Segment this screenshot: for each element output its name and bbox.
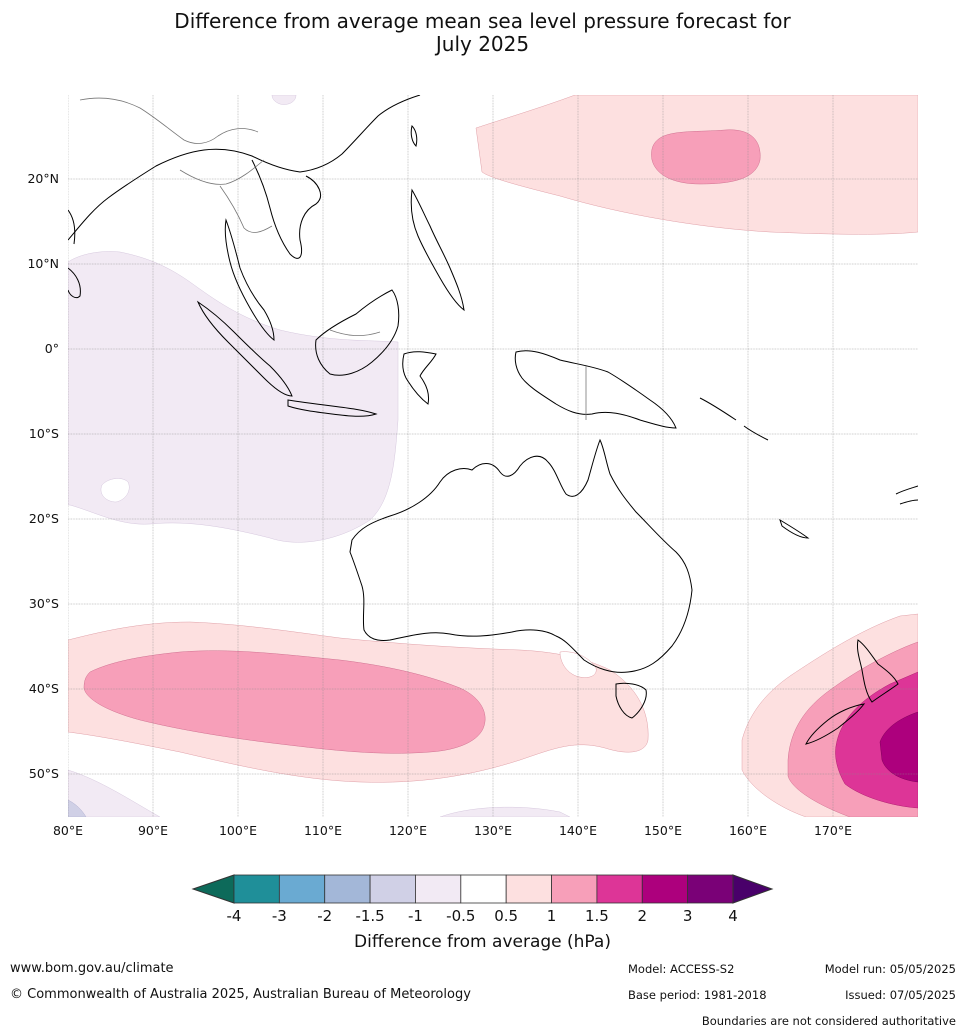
lon-label-130e: 130°E xyxy=(474,823,512,838)
lon-label-110e: 110°E xyxy=(304,823,342,838)
lat-label-0: 0° xyxy=(45,341,59,356)
base-period-text: Base period: 1981-2018 xyxy=(628,988,767,1002)
contour-tasman-2 xyxy=(879,711,918,783)
lat-label-10n: 10°N xyxy=(27,256,59,271)
lat-label-20n: 20°N xyxy=(27,171,59,186)
model-run-text: Model run: 05/05/2025 xyxy=(824,962,956,976)
lon-label-100e: 100°E xyxy=(219,823,257,838)
colorbar-tick-label: 3 xyxy=(683,907,693,925)
lon-label-160e: 160°E xyxy=(729,823,767,838)
title-line-1: Difference from average mean sea level p… xyxy=(174,9,791,33)
colorbar-tick-label: -3 xyxy=(272,907,287,925)
lon-label-120e: 120°E xyxy=(389,823,427,838)
colorbar-segment xyxy=(324,874,371,904)
coast-solomons xyxy=(699,397,769,441)
colorbar-tick-label: 2 xyxy=(637,907,647,925)
lat-label-50s: 50°S xyxy=(29,766,59,781)
colorbar-tick-label: -1.5 xyxy=(355,907,384,925)
colorbar-segment xyxy=(596,874,643,904)
lat-label-20s: 20°S xyxy=(29,511,59,526)
anomaly-contours xyxy=(68,95,918,817)
colorbar-segment xyxy=(551,874,598,904)
lon-label-170e: 170°E xyxy=(814,823,852,838)
coast-taiwan xyxy=(410,125,418,147)
contour-north-pacific-1 xyxy=(651,129,761,185)
boundary-borneo xyxy=(329,329,381,336)
coastlines xyxy=(68,95,918,745)
lat-label-30s: 30°S xyxy=(29,596,59,611)
coast-new-zealand-south xyxy=(805,703,866,745)
lon-label-80e: 80°E xyxy=(53,823,83,838)
colorbar-segments xyxy=(233,874,734,904)
colorbar-segment xyxy=(233,874,280,904)
coast-new-caledonia xyxy=(779,518,810,539)
colorbar-segment xyxy=(278,874,326,904)
coast-new-zealand-north xyxy=(857,639,899,703)
colorbar-segment xyxy=(505,874,552,904)
boundary-asia-1 xyxy=(79,97,259,144)
model-text: Model: ACCESS-S2 xyxy=(628,962,735,976)
lon-label-90e: 90°E xyxy=(138,823,168,838)
coast-australia xyxy=(349,438,693,673)
colorbar-tick-label: 1.5 xyxy=(585,907,609,925)
title-line-2: July 2025 xyxy=(435,32,530,56)
contour-china-neg xyxy=(271,95,297,105)
colorbar-segment xyxy=(641,874,689,904)
lat-label-40s: 40°S xyxy=(29,681,59,696)
lat-label-10s: 10°S xyxy=(29,426,59,441)
website-link[interactable]: www.bom.gov.au/climate xyxy=(10,961,174,976)
colorbar-tick-label: -4 xyxy=(227,907,242,925)
coast-malay-peninsula xyxy=(224,218,275,342)
coast-asia-mainland xyxy=(68,95,421,259)
colorbar-title: Difference from average (hPa) xyxy=(354,932,611,952)
contour-indian-ocean-neg xyxy=(68,251,399,543)
contour-southern-ocean-neg-1.5 xyxy=(68,799,87,817)
map-panel xyxy=(68,95,918,817)
coast-philippines xyxy=(410,188,465,312)
contour-southern-indian-1 xyxy=(83,650,486,754)
graticule xyxy=(68,95,918,817)
boundary-asia-3 xyxy=(219,185,273,233)
colorbar-segment xyxy=(460,874,507,904)
disclaimer-text: Boundaries are not considered authoritat… xyxy=(701,1014,956,1028)
colorbar-tick-label: 1 xyxy=(547,907,557,925)
colorbar-tick-label: 0.5 xyxy=(494,907,518,925)
colorbar-segment xyxy=(415,874,462,904)
map-title: Difference from average mean sea level p… xyxy=(0,10,965,56)
coast-java xyxy=(287,399,378,417)
colorbar-tick-label: 4 xyxy=(728,907,738,925)
coast-india xyxy=(68,209,81,299)
colorbar-segment xyxy=(687,874,734,904)
coast-fiji xyxy=(895,485,918,505)
colorbar-extend-low xyxy=(191,874,235,904)
colorbar-tick-label: -1 xyxy=(408,907,423,925)
lon-label-150e: 150°E xyxy=(644,823,682,838)
coast-new-guinea xyxy=(514,350,677,429)
colorbar: -4 -3 -2 -1.5 -1 -0.5 0.5 1 1.5 2 3 4 xyxy=(191,874,774,925)
copyright-text: © Commonwealth of Australia 2025, Austra… xyxy=(10,987,471,1002)
colorbar-extend-high xyxy=(732,874,774,904)
colorbar-tick-label: -0.5 xyxy=(446,907,475,925)
issued-text: Issued: 07/05/2025 xyxy=(845,988,956,1002)
coast-sumatra xyxy=(196,300,293,397)
coast-tasmania xyxy=(615,682,647,719)
colorbar-segment xyxy=(369,874,416,904)
longitude-labels: 80°E 90°E 100°E 110°E 120°E 130°E 140°E … xyxy=(53,823,852,838)
colorbar-tick-label: -2 xyxy=(317,907,332,925)
contour-indian-ocean-hole xyxy=(100,478,130,503)
boundary-asia-2 xyxy=(179,159,265,185)
lon-label-140e: 140°E xyxy=(559,823,597,838)
coast-sulawesi xyxy=(402,351,437,405)
contour-southern-ocean-neg2 xyxy=(439,806,571,817)
colorbar-ticks: -4 -3 -2 -1.5 -1 -0.5 0.5 1 1.5 2 3 4 xyxy=(227,907,738,925)
country-boundaries xyxy=(79,97,587,420)
coast-borneo xyxy=(315,289,400,376)
contour-southern-ocean-neg xyxy=(68,769,161,817)
latitude-labels: 20°N 10°N 0° 10°S 20°S 30°S 40°S 50°S xyxy=(27,171,59,781)
